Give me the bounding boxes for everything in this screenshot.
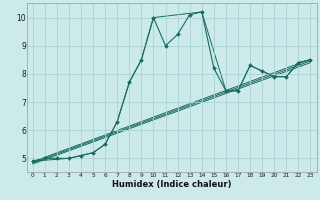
X-axis label: Humidex (Indice chaleur): Humidex (Indice chaleur) [112, 180, 231, 189]
